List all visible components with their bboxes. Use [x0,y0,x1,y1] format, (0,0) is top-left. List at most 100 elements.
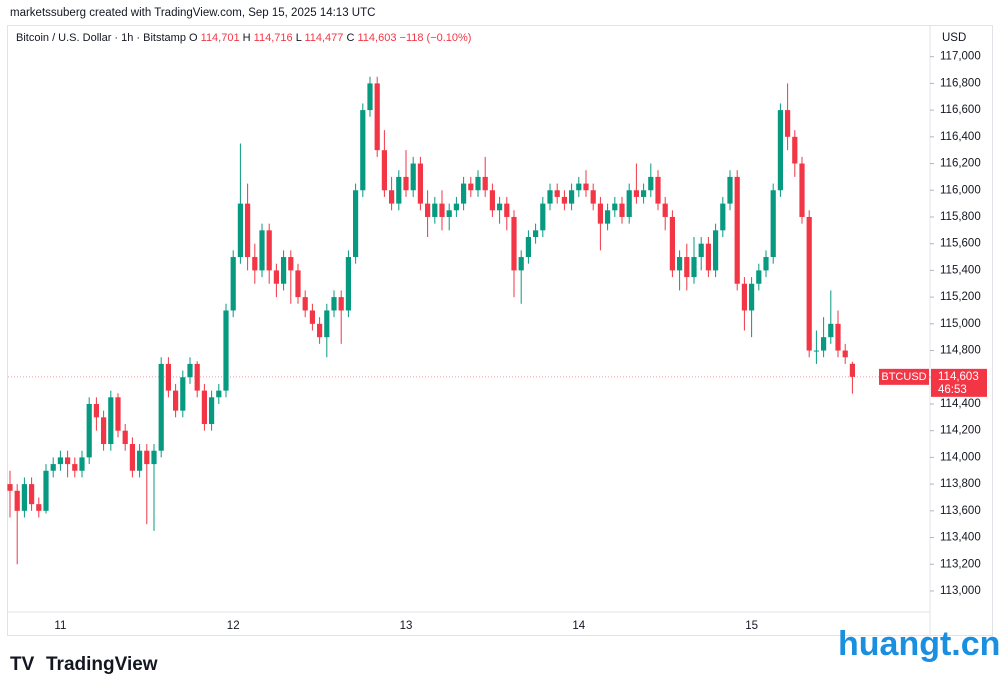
change: −118 (−0.10%) [400,32,472,44]
candle-body [641,190,647,197]
candle-body [36,504,42,511]
candle-body [302,297,308,311]
candle-body [705,243,711,271]
x-tick-label: 14 [572,620,585,632]
candle-body [338,297,344,311]
candle-body [72,464,78,471]
candle-body [252,257,258,271]
candle-body [669,216,675,271]
symbol-tag [879,368,929,385]
legend-key: L [296,32,302,44]
candle-body [381,150,387,191]
y-tick-label: 116,000 [940,184,981,196]
candle-body [14,490,20,511]
candle-body [734,176,740,284]
legend-value: 114,701 [201,32,240,44]
y-tick-label: 116,400 [940,131,981,143]
candle-body [237,203,243,258]
candle-body [57,457,63,465]
y-tick-label: 116,200 [940,158,981,170]
candle-body [295,270,301,298]
candle-body [439,203,445,217]
candle-body [785,110,791,137]
candle-body [590,190,596,204]
candle-body [245,203,251,258]
candle-body [345,257,351,311]
candle-body [367,83,373,111]
price-tag-label: 114,603 [938,371,979,383]
candle-body [43,470,49,511]
candle-body [540,203,546,231]
candle-body [446,210,452,217]
candle-body [633,190,639,197]
candle-body [655,176,661,204]
candle-body [360,110,366,191]
logo-mark: TV [10,654,35,675]
candle-body [180,377,186,411]
y-tick-label: 114,000 [940,451,981,463]
candle-body [698,243,704,258]
candle-body [756,270,762,284]
candle-body [835,323,841,351]
y-tick-label: 113,200 [940,558,981,570]
candle-body [821,337,827,351]
candle-body [273,270,279,284]
legend-value: 114,603 [358,32,397,44]
candle-body [720,203,726,231]
symbol: Bitcoin / U.S. Dollar · 1h · Bitstamp [16,32,186,44]
candle-body [727,176,733,204]
candle-body [101,417,107,445]
y-tick-label: 115,000 [940,318,981,330]
legend-key: H [243,32,251,44]
candle-body [482,176,488,191]
candle-body [108,397,114,445]
candle-body [583,183,589,191]
y-tick-label: 113,400 [940,532,981,544]
y-tick-label: 116,800 [940,77,981,89]
candle-body [569,190,575,204]
candle-body [137,450,143,471]
chart-frame [7,25,993,636]
candle-body [432,203,438,217]
candle-body [173,390,179,411]
candle-body [216,390,222,398]
candle-body [648,176,654,191]
candle-body [281,257,287,284]
candle-body [828,323,834,338]
y-tick-label: 113,800 [940,478,981,490]
candle-body [266,230,272,271]
credit: marketssuberg created with TradingView.c… [10,7,375,19]
candle-body [619,203,625,217]
candle-body [713,230,719,271]
legend-key: C [346,32,354,44]
countdown-label: 46:53 [938,384,967,396]
candle-body [194,363,200,391]
candle-body [511,216,517,271]
watermark: huangt.cn [838,625,1000,663]
y-tick-label: 117,000 [940,51,981,63]
candle-body [7,484,13,491]
y-tick-label: 115,800 [940,211,981,223]
candle-body [288,257,294,271]
candle-body [317,323,323,338]
candle-body [518,257,524,271]
x-tick-label: 13 [400,620,413,632]
legend-value: 114,716 [254,32,293,44]
candle-body [65,457,71,465]
candle-body [425,203,431,217]
candle-body [677,257,683,271]
candle-body [331,297,337,311]
x-tick-label: 11 [54,620,66,632]
symbol-tag-label: BTCUSD [881,371,926,383]
candle-body [115,397,121,431]
y-tick-label: 113,000 [940,585,981,597]
candle-body [792,136,798,164]
legend-text: Bitcoin / U.S. Dollar · 1h · Bitstamp O … [16,32,471,44]
candle-body [230,257,236,311]
candle-body [201,390,207,424]
candle-body [223,310,229,391]
candle-body [453,203,459,211]
candle-body [489,190,495,211]
candle-body [259,230,265,271]
